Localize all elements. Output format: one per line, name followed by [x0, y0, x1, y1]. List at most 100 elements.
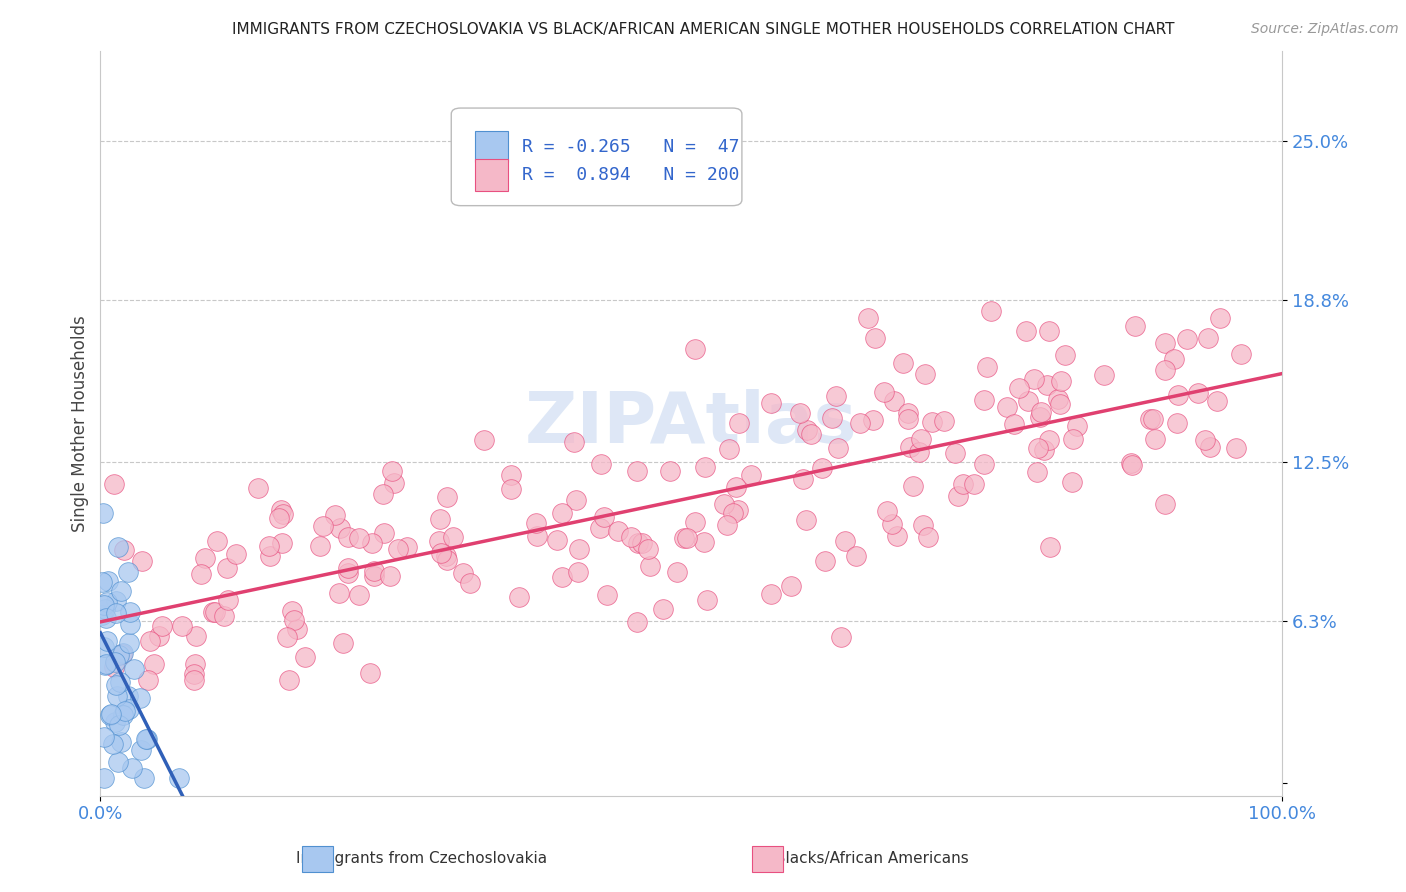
Point — [727, 503, 749, 517]
Point — [1167, 387, 1189, 401]
Point — [135, 731, 157, 746]
Point — [381, 465, 404, 479]
Point — [908, 445, 931, 459]
Point — [917, 530, 939, 544]
Point — [1187, 386, 1209, 401]
Point — [93, 730, 115, 744]
Point — [825, 389, 848, 403]
Point — [862, 412, 884, 426]
Point — [693, 459, 716, 474]
Point — [595, 588, 617, 602]
Point — [637, 541, 659, 556]
Point — [104, 655, 127, 669]
Point — [886, 529, 908, 543]
Point — [205, 534, 228, 549]
Point — [814, 554, 837, 568]
Point — [98, 708, 121, 723]
Point — [259, 549, 281, 563]
Point — [891, 356, 914, 370]
Point — [693, 534, 716, 549]
Point — [562, 434, 585, 449]
Text: Immigrants from Czechoslovakia: Immigrants from Czechoslovakia — [297, 851, 547, 865]
Point — [1139, 412, 1161, 426]
Point — [183, 667, 205, 681]
Point — [97, 574, 120, 589]
Point — [281, 604, 304, 618]
Point — [285, 622, 308, 636]
Point — [811, 461, 834, 475]
Text: R = -0.265   N =  47: R = -0.265 N = 47 — [522, 137, 740, 156]
Point — [876, 504, 898, 518]
Point — [995, 400, 1018, 414]
Point — [1175, 332, 1198, 346]
Point — [794, 513, 817, 527]
Point — [104, 678, 127, 692]
Point — [914, 367, 936, 381]
Point — [458, 575, 481, 590]
Point — [821, 410, 844, 425]
Point — [626, 615, 648, 629]
Point — [396, 540, 419, 554]
Point — [1049, 397, 1071, 411]
Point — [363, 569, 385, 583]
Point — [1230, 346, 1253, 360]
Point — [910, 432, 932, 446]
Point — [93, 771, 115, 785]
FancyBboxPatch shape — [475, 160, 508, 191]
Point — [789, 406, 811, 420]
Point — [883, 394, 905, 409]
Point — [118, 617, 141, 632]
Point — [111, 708, 134, 723]
Point — [526, 529, 548, 543]
Point — [117, 689, 139, 703]
Point — [269, 511, 291, 525]
Point — [1163, 351, 1185, 366]
Point — [212, 608, 235, 623]
Point — [901, 479, 924, 493]
Point — [976, 359, 998, 374]
Point — [1002, 417, 1025, 432]
Point — [683, 343, 706, 357]
Point — [329, 521, 352, 535]
Point — [118, 635, 141, 649]
Point — [1143, 432, 1166, 446]
Point — [1026, 441, 1049, 455]
Point — [946, 489, 969, 503]
Point — [112, 543, 135, 558]
Point — [373, 526, 395, 541]
Point — [441, 530, 464, 544]
Point — [150, 618, 173, 632]
Point — [740, 467, 762, 482]
Point — [932, 414, 955, 428]
Point — [167, 771, 190, 785]
Point — [128, 690, 150, 705]
Point — [294, 650, 316, 665]
Point — [1062, 432, 1084, 446]
Point — [172, 619, 194, 633]
Point — [429, 534, 451, 549]
Point — [429, 512, 451, 526]
Point — [1205, 394, 1227, 409]
Point — [1033, 443, 1056, 458]
Point — [276, 630, 298, 644]
Point — [96, 594, 118, 608]
Point — [499, 482, 522, 496]
Point — [607, 524, 630, 538]
Point — [204, 606, 226, 620]
Point — [283, 613, 305, 627]
Point — [136, 673, 159, 687]
Point — [911, 518, 934, 533]
Point — [336, 530, 359, 544]
Point — [1194, 433, 1216, 447]
Point — [1092, 368, 1115, 382]
Point — [308, 539, 330, 553]
Point — [91, 506, 114, 520]
Point — [676, 531, 699, 545]
Point — [107, 540, 129, 554]
Point — [277, 673, 299, 687]
Point — [349, 531, 371, 545]
Point — [796, 423, 818, 437]
Point — [139, 633, 162, 648]
Point — [114, 704, 136, 718]
Point — [627, 535, 650, 549]
